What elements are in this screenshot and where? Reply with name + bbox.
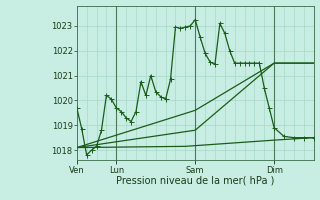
X-axis label: Pression niveau de la mer( hPa ): Pression niveau de la mer( hPa ) (116, 176, 274, 186)
